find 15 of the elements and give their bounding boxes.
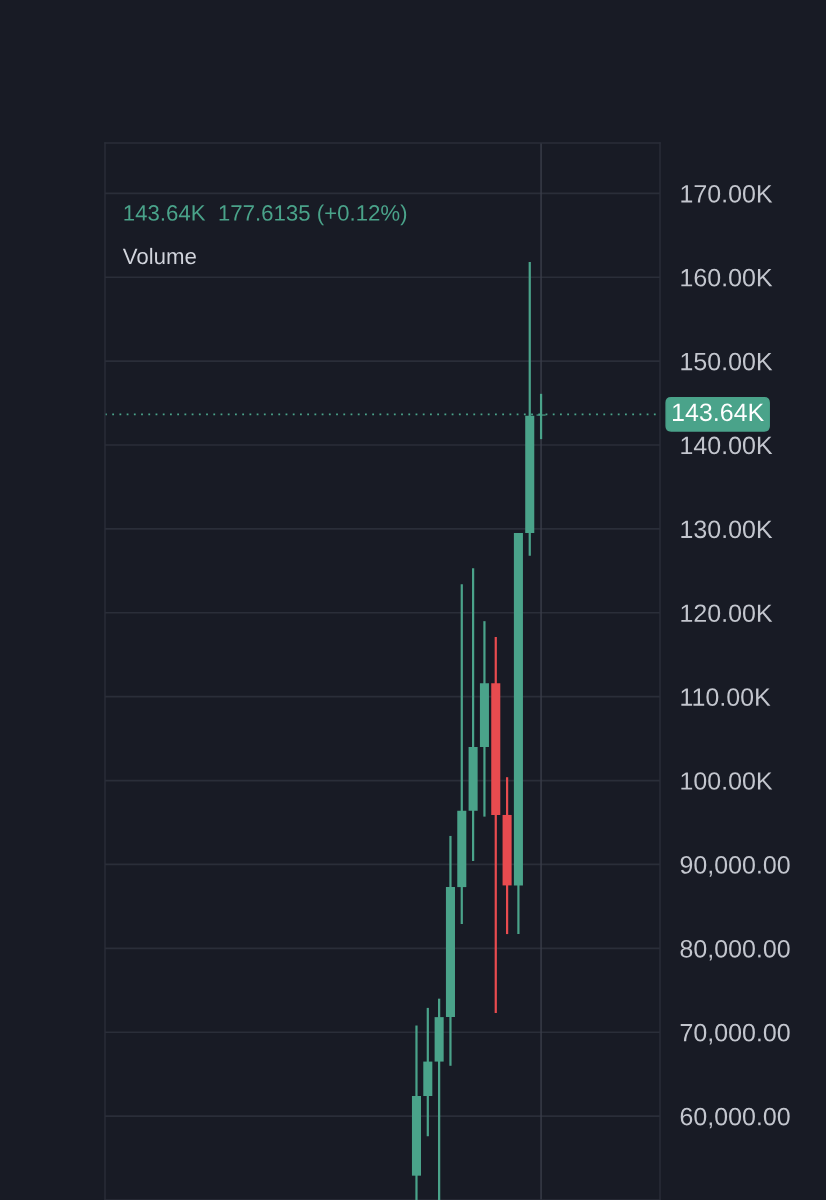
y-tick-label: 110.00K (681, 688, 771, 706)
y-tick-label: 70,000.00 (680, 1023, 790, 1045)
y-tick-label: 170.00K (681, 184, 773, 203)
y-tick-label: 60,000.00 (680, 1107, 790, 1129)
annotation: Volume (122, 247, 196, 265)
y-tick-label: 100.00K (681, 772, 773, 790)
annotation: 143.64K 177.6135 (+0.12%) (124, 204, 407, 226)
y-tick-label: 80,000.00 (680, 939, 790, 961)
ref-line-label: 143.64K (673, 403, 764, 422)
y-tick-label: 130.00K (681, 520, 773, 539)
y-tick-label: 160.00K (681, 268, 773, 287)
y-tick-label: 120.00K (681, 604, 773, 623)
y-tick-label: 140.00K (681, 436, 773, 455)
y-tick-label: 150.00K (681, 352, 773, 371)
y-tick-label: 90,000.00 (680, 856, 790, 877)
